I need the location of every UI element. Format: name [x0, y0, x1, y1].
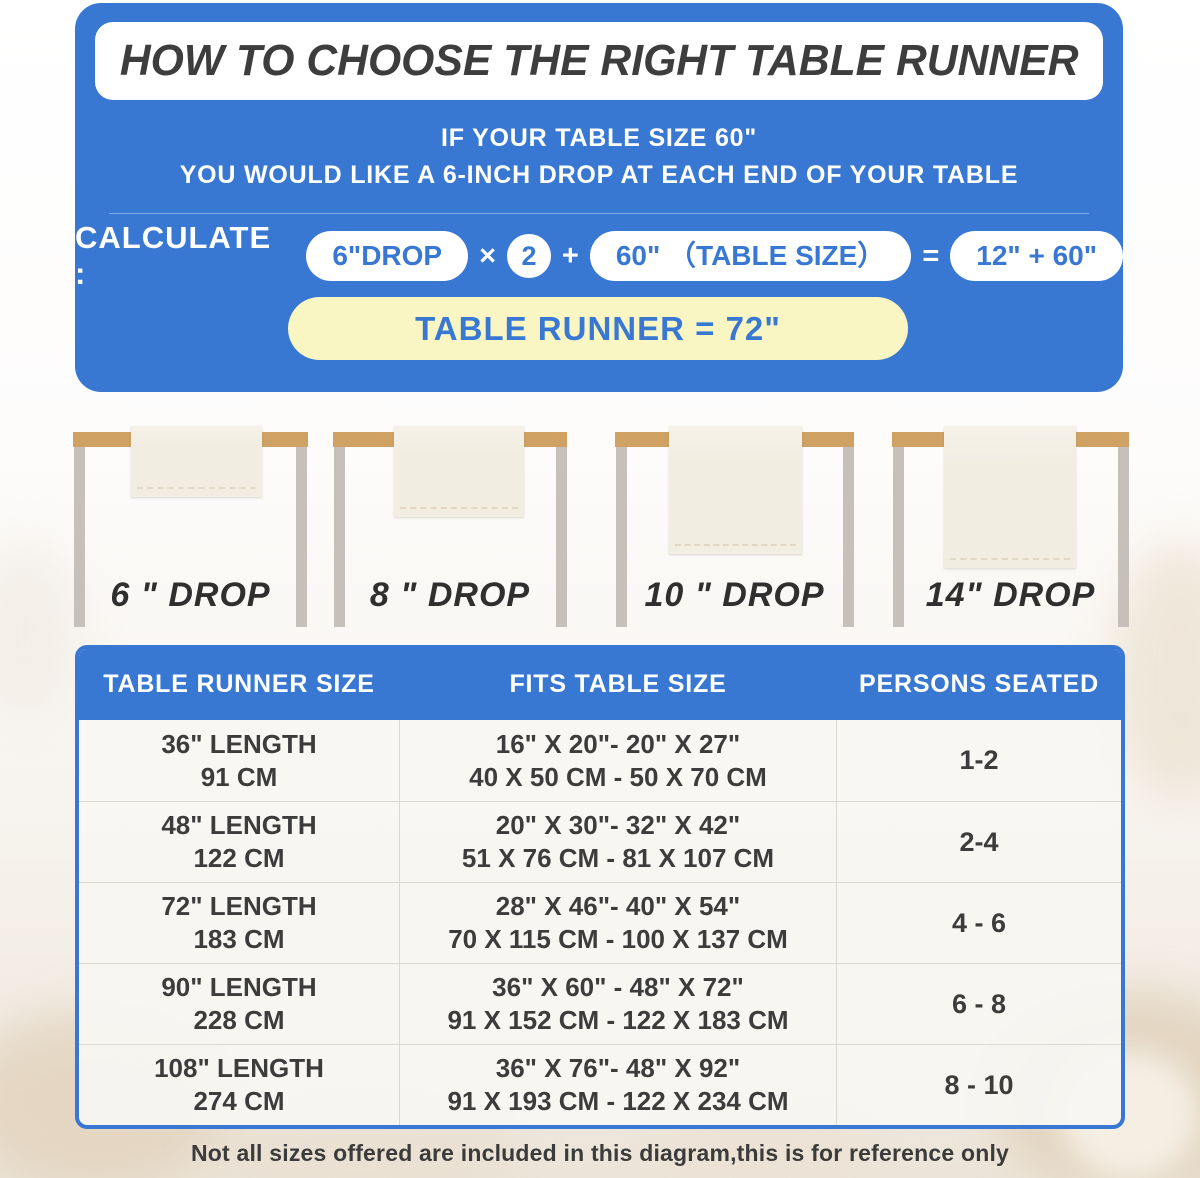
drop-label-6: 6 " DROP — [110, 576, 271, 614]
page-title: HOW TO CHOOSE THE RIGHT TABLE RUNNER — [119, 36, 1079, 85]
table-runner-cloth — [944, 426, 1076, 568]
table-leg — [334, 447, 345, 627]
footer-disclaimer: Not all sizes offered are included in th… — [190, 1140, 1010, 1166]
fits-size-cell: 36" X 76"- 48" X 92" 91 X 193 CM - 122 X… — [399, 1045, 837, 1125]
fits-size-cell: 20" X 30"- 32" X 42" 51 X 76 CM - 81 X 1… — [399, 802, 837, 882]
runner-size-cell: 72" LENGTH 183 CM — [161, 891, 317, 954]
table-row: 48" LENGTH 122 CM 20" X 30"- 32" X 42" 5… — [79, 801, 1121, 882]
table-size-pill: 60" （TABLE SIZE） — [589, 231, 912, 281]
table-row: 108" LENGTH 274 CM 36" X 76"- 48" X 92" … — [79, 1044, 1121, 1125]
drop-label-14: 14" DROP — [925, 576, 1096, 614]
column-header-fits-table-size: FITS TABLE SIZE — [509, 670, 727, 698]
drop-label-10: 10 " DROP — [644, 576, 825, 614]
persons-seated-cell: 6 - 8 — [951, 988, 1007, 1019]
table-runner-cloth — [394, 426, 524, 517]
table-row: 36" LENGTH 91 CM 16" X 20"- 20" X 27" 40… — [79, 720, 1121, 801]
sum-pill: 12" + 60" — [950, 231, 1123, 281]
multiplier-circle: 2 — [507, 234, 551, 278]
calculate-label: CALCULATE : — [75, 220, 272, 291]
fits-size-cell: 36" X 60" - 48" X 72" 91 X 152 CM - 122 … — [399, 964, 837, 1044]
drop-label-8: 8 " DROP — [369, 576, 531, 614]
fits-size-cell: 16" X 20"- 20" X 27" 40 X 50 CM - 50 X 7… — [399, 720, 837, 801]
table-runner-cloth — [131, 426, 262, 497]
persons-seated-cell: 8 - 10 — [944, 1069, 1014, 1100]
column-header-runner-size: TABLE RUNNER SIZE — [103, 670, 375, 698]
runner-stitch-line — [950, 558, 1070, 560]
table-row: 72" LENGTH 183 CM 28" X 46"- 40" X 54" 7… — [79, 882, 1121, 963]
runner-stitch-line — [137, 487, 256, 489]
table-runner-cloth — [669, 426, 802, 554]
result-pill: TABLE RUNNER = 72" — [288, 297, 908, 360]
plus-sign: + — [561, 239, 579, 272]
header-divider — [109, 213, 1089, 214]
table-leg — [296, 447, 307, 627]
background-blur-shape — [0, 540, 80, 720]
header-panel: HOW TO CHOOSE THE RIGHT TABLE RUNNER IF … — [75, 3, 1123, 392]
size-chart-panel: TABLE RUNNER SIZE FITS TABLE SIZE PERSON… — [75, 645, 1125, 1129]
runner-size-cell: 48" LENGTH 122 CM — [161, 810, 317, 873]
subtitle-line-2: YOU WOULD LIKE A 6-INCH DROP AT EACH END… — [179, 161, 1019, 189]
table-row: 90" LENGTH 228 CM 36" X 60" - 48" X 72" … — [79, 963, 1121, 1044]
column-header-persons-seated: PERSONS SEATED — [859, 670, 1099, 698]
table-leg — [843, 447, 854, 627]
subtitle-line-1: IF YOUR TABLE SIZE 60" — [440, 124, 758, 152]
runner-stitch-line — [400, 507, 518, 509]
persons-seated-cell: 1-2 — [959, 745, 999, 775]
runner-stitch-line — [675, 544, 796, 546]
table-leg — [74, 447, 85, 627]
equals-sign: = — [922, 239, 940, 272]
runner-size-cell: 108" LENGTH 274 CM — [154, 1053, 324, 1116]
calculation-row: CALCULATE : 6"DROP × 2 + 60" （TABLE SIZE… — [75, 220, 1123, 291]
size-chart-header: TABLE RUNNER SIZE FITS TABLE SIZE PERSON… — [79, 649, 1121, 720]
drop-value-pill: 6"DROP — [306, 231, 469, 281]
persons-seated-cell: 4 - 6 — [951, 907, 1007, 938]
multiply-sign: × — [479, 239, 497, 272]
persons-seated-cell: 2-4 — [959, 826, 999, 857]
fits-size-cell: 28" X 46"- 40" X 54" 70 X 115 CM - 100 X… — [399, 883, 837, 963]
table-leg — [616, 447, 627, 627]
title-box: HOW TO CHOOSE THE RIGHT TABLE RUNNER — [95, 22, 1103, 100]
table-leg — [893, 447, 904, 627]
runner-size-cell: 36" LENGTH 91 CM — [161, 728, 317, 792]
table-leg — [556, 447, 567, 627]
table-leg — [1118, 447, 1129, 627]
runner-size-cell: 90" LENGTH 228 CM — [161, 972, 317, 1035]
size-chart-body: 36" LENGTH 91 CM 16" X 20"- 20" X 27" 40… — [79, 720, 1121, 1125]
